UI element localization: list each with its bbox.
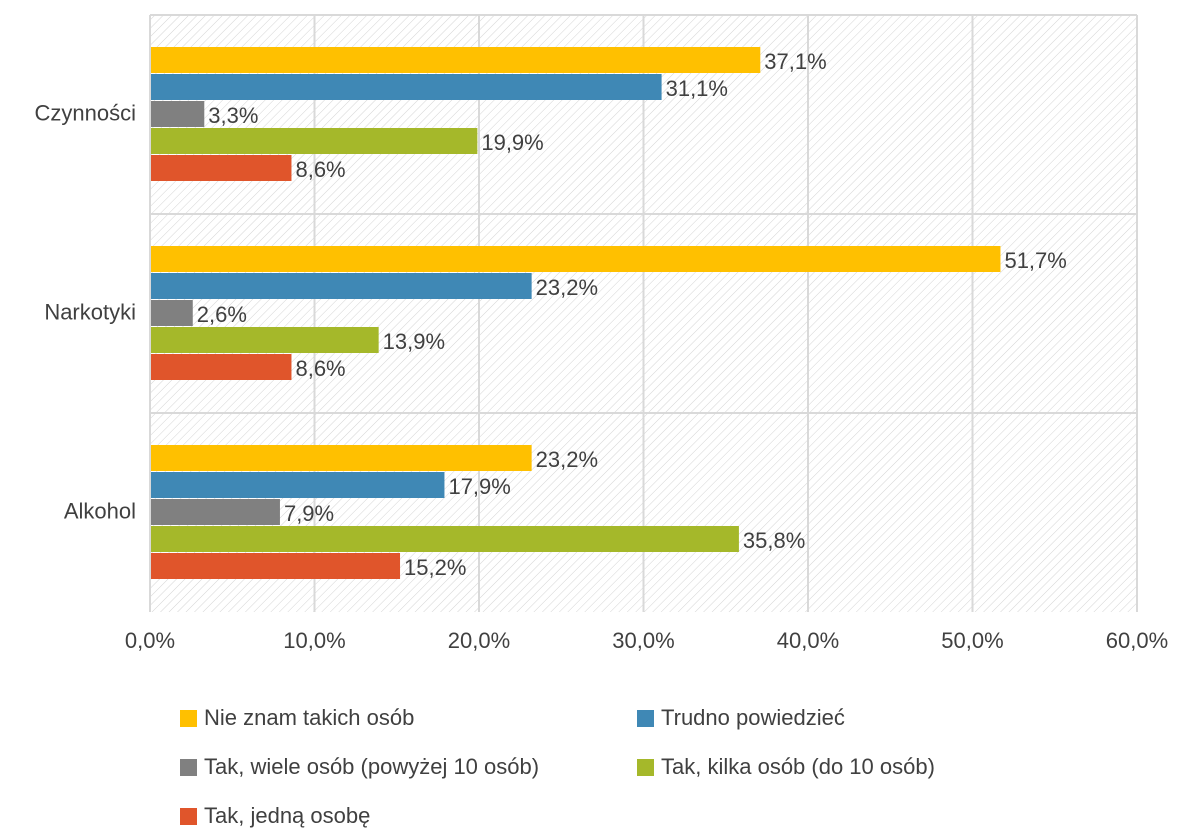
bar bbox=[150, 246, 1001, 272]
bar bbox=[150, 472, 445, 498]
legend-swatch bbox=[180, 759, 197, 776]
bar bbox=[150, 155, 292, 181]
legend-label: Tak, kilka osób (do 10 osób) bbox=[661, 754, 935, 779]
data-label: 19,9% bbox=[481, 130, 543, 155]
bar bbox=[150, 499, 280, 525]
bar bbox=[150, 47, 761, 73]
x-tick-label: 40,0% bbox=[777, 628, 839, 653]
legend-swatch bbox=[637, 710, 654, 727]
bar bbox=[150, 327, 379, 353]
legend-label: Tak, wiele osób (powyżej 10 osób) bbox=[204, 754, 539, 779]
category-label: Narkotyki bbox=[44, 299, 136, 324]
category-label: Czynności bbox=[35, 100, 136, 125]
data-label: 37,1% bbox=[764, 49, 826, 74]
bar bbox=[150, 526, 739, 552]
data-label: 8,6% bbox=[295, 356, 345, 381]
category-label: Alkohol bbox=[64, 498, 136, 523]
data-label: 3,3% bbox=[208, 103, 258, 128]
data-label: 23,2% bbox=[536, 447, 598, 472]
data-label: 2,6% bbox=[197, 302, 247, 327]
data-label: 51,7% bbox=[1004, 248, 1066, 273]
data-label: 35,8% bbox=[743, 528, 805, 553]
legend-label: Trudno powiedzieć bbox=[661, 705, 845, 730]
legend-label: Tak, jedną osobę bbox=[204, 803, 370, 828]
data-label: 17,9% bbox=[448, 474, 510, 499]
legend-swatch bbox=[637, 759, 654, 776]
bar bbox=[150, 74, 662, 100]
data-label: 8,6% bbox=[295, 157, 345, 182]
bar bbox=[150, 101, 205, 127]
x-tick-label: 60,0% bbox=[1106, 628, 1168, 653]
data-label: 7,9% bbox=[284, 501, 334, 526]
data-label: 31,1% bbox=[666, 76, 728, 101]
data-label: 15,2% bbox=[404, 555, 466, 580]
legend-swatch bbox=[180, 808, 197, 825]
x-tick-label: 0,0% bbox=[125, 628, 175, 653]
bar bbox=[150, 273, 532, 299]
data-label: 23,2% bbox=[536, 275, 598, 300]
x-tick-label: 20,0% bbox=[448, 628, 510, 653]
legend-swatch bbox=[180, 710, 197, 727]
bar bbox=[150, 553, 401, 579]
data-label: 13,9% bbox=[383, 329, 445, 354]
x-tick-label: 50,0% bbox=[941, 628, 1003, 653]
bar bbox=[150, 128, 478, 154]
x-tick-label: 10,0% bbox=[283, 628, 345, 653]
bar bbox=[150, 354, 292, 380]
bar bbox=[150, 445, 532, 471]
legend-label: Nie znam takich osób bbox=[204, 705, 414, 730]
bar bbox=[150, 300, 193, 326]
x-tick-label: 30,0% bbox=[612, 628, 674, 653]
